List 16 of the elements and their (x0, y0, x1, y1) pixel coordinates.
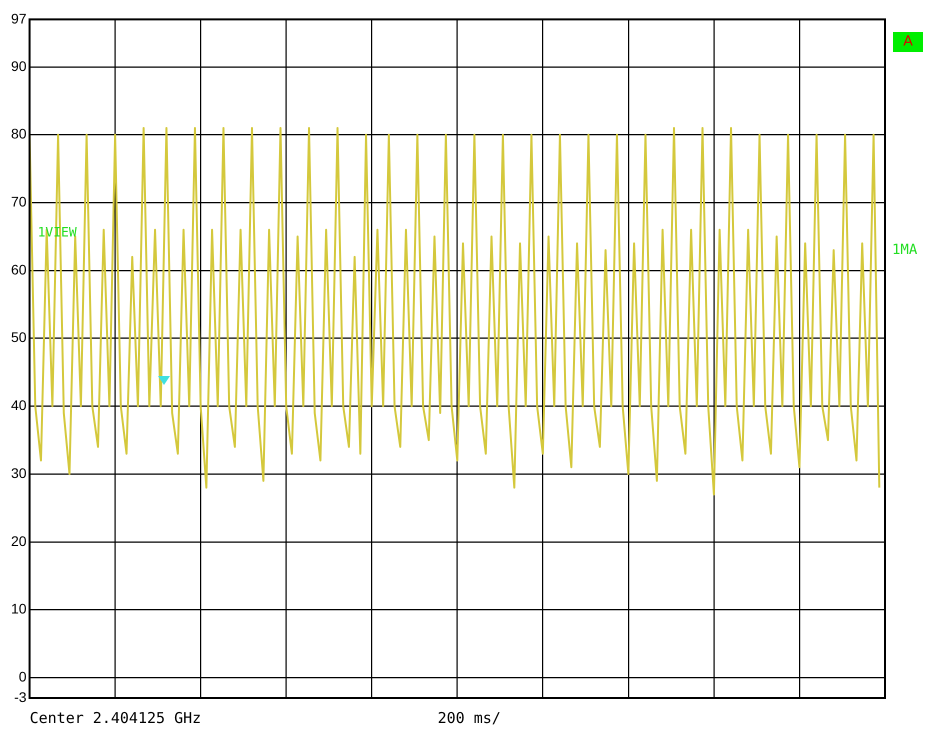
y-tick-label: 60 (10, 261, 27, 278)
y-tick-label: -3 (14, 688, 27, 705)
text: Center 2.404125 GHz (30, 708, 202, 727)
y-tick-label: 20 (10, 532, 27, 549)
y-tick-label: 10 (10, 600, 27, 617)
y-tick-label: 30 (10, 464, 27, 481)
y-tick-label: 50 (10, 329, 27, 346)
text: A (903, 34, 914, 50)
y-tick-label: 40 (10, 397, 27, 414)
y-tick-label: 90 (10, 58, 27, 74)
y-tick-label: 0 (18, 668, 27, 684)
text: 1MA (892, 242, 918, 258)
y-tick-label: 97 (10, 10, 27, 26)
text: 200 ms/ (438, 708, 501, 727)
y-tick-label: 80 (10, 126, 27, 142)
y-tick-label: 70 (10, 193, 27, 210)
